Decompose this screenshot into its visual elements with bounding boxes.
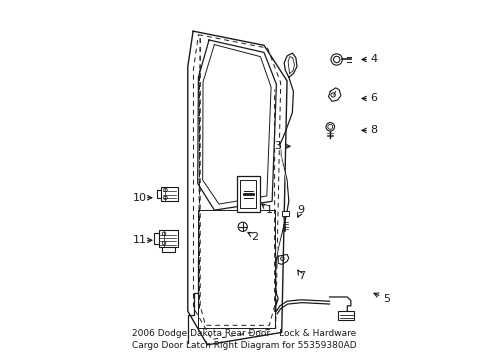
Text: 6: 6	[369, 94, 377, 103]
FancyBboxPatch shape	[338, 311, 354, 320]
FancyBboxPatch shape	[240, 180, 256, 208]
FancyBboxPatch shape	[159, 230, 178, 247]
Text: 5: 5	[382, 294, 389, 304]
Text: 10: 10	[133, 193, 146, 203]
Text: 1: 1	[265, 205, 272, 215]
FancyBboxPatch shape	[236, 176, 259, 212]
Text: 2006 Dodge Dakota Rear Door - Lock & Hardware
Cargo Door Latch Right Diagram for: 2006 Dodge Dakota Rear Door - Lock & Har…	[132, 329, 356, 350]
Text: 4: 4	[369, 54, 377, 64]
FancyBboxPatch shape	[281, 211, 288, 216]
FancyBboxPatch shape	[161, 187, 178, 201]
Text: 9: 9	[297, 205, 304, 215]
Text: 8: 8	[369, 125, 377, 135]
Text: 11: 11	[133, 235, 146, 245]
Text: 7: 7	[297, 271, 304, 281]
Text: 2: 2	[251, 232, 258, 242]
Text: 3: 3	[274, 141, 281, 151]
